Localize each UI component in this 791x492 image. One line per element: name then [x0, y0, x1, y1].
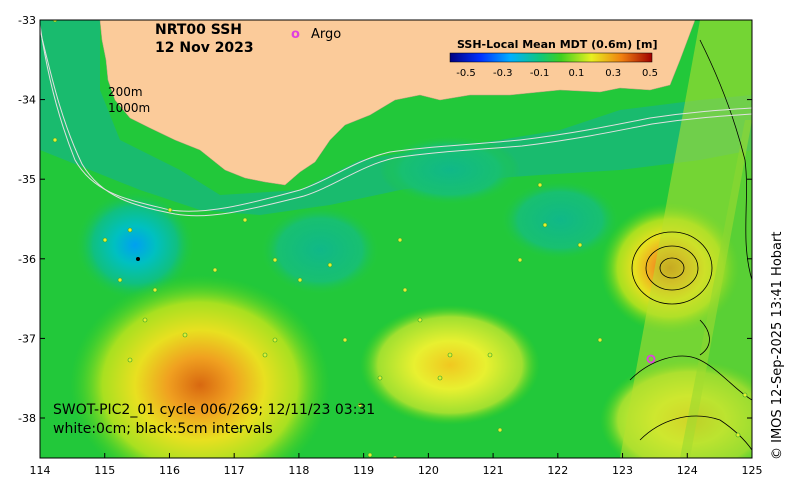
x-tick-label: 125: [742, 464, 763, 477]
colorbar-label: -0.1: [530, 68, 550, 79]
y-tick-label: -33: [18, 14, 36, 27]
satellite-info-line2: white:0cm; black:5cm intervals: [53, 421, 273, 437]
colorbar-label: 0.3: [605, 68, 621, 79]
copyright-text: © IMOS 12-Sep-2025 13:41 Hobart: [770, 232, 785, 460]
x-tick-label: 116: [159, 464, 180, 477]
y-tick-label: -36: [18, 253, 36, 266]
argo-legend-label: Argo: [311, 27, 341, 42]
black-contours: [629, 39, 752, 451]
warm-eddy-large: [70, 275, 330, 458]
colorbar-labels: -0.5 -0.3 -0.1 0.1 0.3 0.5: [456, 68, 658, 79]
cold-eddy-center: [136, 257, 140, 261]
y-tick-label: -37: [18, 332, 36, 345]
swot-swath: [620, 20, 752, 458]
x-tick-label: 123: [612, 464, 633, 477]
cold-eddy: [75, 190, 195, 300]
isobath-label-1000: 1000m: [108, 101, 150, 115]
isobath-label-200: 200m: [108, 85, 143, 99]
teal-eddy-3: [500, 180, 620, 260]
map-title-line1: NRT00 SSH: [155, 22, 242, 38]
observation-dots: [52, 20, 748, 458]
x-tick-label: 120: [418, 464, 439, 477]
colorbar-label: -0.5: [456, 68, 476, 79]
isobath-lines: [40, 24, 752, 217]
x-tick-label: 114: [30, 464, 51, 477]
x-axis: 114 115 116 117 118 119 120 121 122 123 124 125: [30, 453, 763, 477]
argo-legend-marker: o: [291, 27, 300, 42]
argo-float-marker: [646, 354, 656, 364]
colorbar-label: -0.3: [493, 68, 513, 79]
y-axis: -33 -34 -35 -36 -37 -38: [18, 14, 752, 425]
satellite-info-line1: SWOT-PIC2_01 cycle 006/269; 12/11/23 03:…: [53, 402, 375, 418]
x-tick-label: 119: [353, 464, 374, 477]
swot-swath-2: [680, 120, 752, 458]
x-tick-label: 122: [547, 464, 568, 477]
teal-eddy-1: [260, 205, 380, 295]
colorbar: [449, 52, 653, 63]
x-tick-label: 118: [288, 464, 309, 477]
y-tick-label: -38: [18, 412, 36, 425]
x-tick-label: 124: [677, 464, 698, 477]
x-tick-label: 121: [483, 464, 504, 477]
x-tick-label: 115: [94, 464, 115, 477]
x-tick-label: 117: [224, 464, 245, 477]
y-tick-label: -35: [18, 173, 36, 186]
colorbar-title: SSH-Local Mean MDT (0.6m) [m]: [457, 38, 657, 51]
y-tick-label: -34: [18, 94, 36, 107]
colorbar-label: 0.5: [642, 68, 658, 79]
plot-area: [40, 20, 752, 458]
shelf-band: [40, 20, 752, 215]
warm-eddy-middle: [360, 305, 540, 425]
plot-frame: [39, 19, 753, 459]
teal-eddy-2: [380, 135, 520, 205]
map-title-line2: 12 Nov 2023: [155, 40, 254, 56]
colorbar-label: 0.1: [568, 68, 584, 79]
